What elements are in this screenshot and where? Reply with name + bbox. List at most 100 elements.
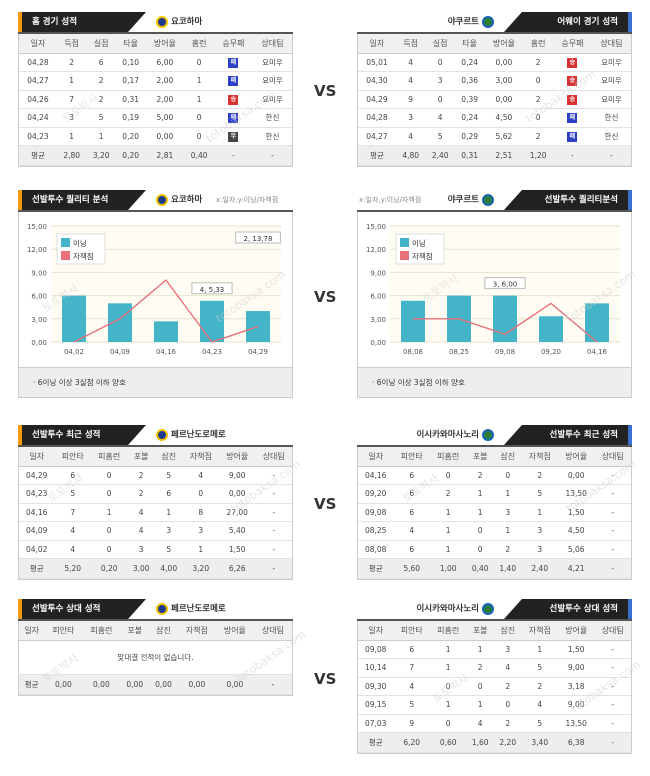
column-header: 피홈런 <box>90 447 128 467</box>
table-cell: 4 <box>127 503 155 522</box>
average-cell: 0,00 <box>177 674 216 695</box>
table-cell: 1 <box>56 127 87 146</box>
panel-title: 선발투수 퀄리티 분석 <box>18 190 146 210</box>
table-cell: 1 <box>466 503 494 522</box>
y-tick-label: 9,00 <box>370 269 386 277</box>
legend-label: 이닝 <box>73 238 87 248</box>
column-header: 승무패 <box>552 34 592 54</box>
x-tick-label: 09,20 <box>541 348 561 356</box>
x-tick-label: 04,16 <box>156 348 177 356</box>
legend-swatch <box>400 238 409 247</box>
result-badge-icon: 무 <box>228 131 239 142</box>
column-header: 일자 <box>358 621 394 641</box>
column-header: 피홈런 <box>82 621 121 641</box>
table-cell: - <box>594 658 631 678</box>
table-row: 09,15 5 1 1 0 4 9,00- <box>358 695 631 715</box>
average-cell: 0,60 <box>429 732 467 753</box>
quality-chart: 0,00 3,00 6,00 9,00 12,00 15,00 08,08 08,25 09,0… <box>366 223 620 356</box>
table-row: 09,30 4 0 0 2 2 3,18- <box>358 677 631 696</box>
average-cell: 5,60 <box>393 558 430 579</box>
axis-legend-label: x:일자,y:이닝/자책점 <box>216 196 279 204</box>
table-cell: 07,03 <box>358 714 394 733</box>
pitcher-name: 페르난도로메로 <box>171 430 226 440</box>
table-cell: 4,50 <box>558 521 595 541</box>
average-cell: 0,20 <box>90 558 128 579</box>
y-tick-label: 12,00 <box>366 246 386 254</box>
x-tick-label: 04,09 <box>110 348 130 356</box>
table-cell: 4 <box>393 677 430 696</box>
table-cell: 2 <box>523 90 553 109</box>
panel-title: 선발투수 퀄리티분석 <box>504 190 632 210</box>
table-cell: 0 <box>425 90 455 109</box>
table-cell: - <box>255 466 292 485</box>
result-badge-icon: 패 <box>228 76 239 87</box>
average-cell: 평균 <box>19 558 55 579</box>
table-row: 07,03 9 0 4 2 5 13,50- <box>358 714 631 733</box>
table-cell: 0 <box>184 53 214 72</box>
table-cell: 1 <box>90 503 128 522</box>
table-row: 10,14 7 1 2 4 5 9,00- <box>358 658 631 678</box>
table-cell: 2 <box>56 53 87 72</box>
average-cell: 4,00 <box>154 558 183 579</box>
bar <box>200 300 224 342</box>
table-cell: 0,00 <box>484 53 524 72</box>
table-cell: 1 <box>429 540 467 559</box>
table-cell: 0 <box>90 466 128 485</box>
data-label: 4, 5,33 <box>200 286 225 294</box>
divider <box>18 619 293 621</box>
table-header-row: 일자 득점 실점 타율 방어율 홈런 승무패 상대팀 <box>19 34 292 54</box>
table-row: 04,28 2 6 0,10 6,00 0 패 요미우 <box>19 53 292 72</box>
table-cell: 3,00 <box>484 71 524 91</box>
table-cell: 0,17 <box>115 71 146 91</box>
table-cell: 5,06 <box>558 540 595 559</box>
column-header: 타율 <box>454 34 485 54</box>
average-cell: 3,20 <box>86 145 116 166</box>
table-cell: 2 <box>86 71 116 91</box>
pitcher-recent-table: 일자 피안타 피홈런 포볼 삼진 자책점 방어율 상대팀 04,16 6 0 2 0 2 0,00-09,2… <box>358 447 631 579</box>
table-cell: 0,31 <box>115 90 146 109</box>
table-row: 04,26 7 2 0,31 2,00 1 승 요미우 <box>19 90 292 109</box>
table-cell: 1 <box>56 71 87 91</box>
result-cell: 승 <box>552 71 592 91</box>
series-line <box>413 302 598 343</box>
column-header: 방어율 <box>484 34 524 54</box>
quality-chart: 0,00 3,00 6,00 9,00 12,00 15,00 04,02 04,09 04,1… <box>27 223 281 356</box>
table-cell: 3 <box>493 640 522 659</box>
table-cell: 3 <box>425 71 455 91</box>
average-cell: 6,38 <box>558 732 595 753</box>
away-record-table: 일자 득점 실점 타율 방어율 홈런 승무패 상대팀 05,01 4 0 0,24 0,00 2 승 요미우 0… <box>358 34 631 166</box>
table-cell: 3 <box>521 521 558 541</box>
divider <box>18 32 293 34</box>
average-cell: 0,31 <box>454 145 485 166</box>
table-cell: 4,50 <box>484 108 524 128</box>
table-row: 04,28 3 4 0,24 4,50 0 패 한신 <box>358 108 631 128</box>
column-header: 방어율 <box>145 34 185 54</box>
yokohama-logo-icon <box>156 429 168 441</box>
bar <box>246 311 270 342</box>
result-cell: 패 <box>552 108 592 128</box>
table-cell: 9,00 <box>558 658 595 678</box>
table-cell: 2 <box>521 466 558 485</box>
result-cell: 승 <box>552 53 592 72</box>
table-cell: 1 <box>466 695 494 715</box>
pitcher-recent-table: 일자 피안타 피홈런 포볼 삼진 자책점 방어율 상대팀 04,29 6 0 2 5 4 9,00-04,2… <box>19 447 292 579</box>
table-cell: 0 <box>429 714 467 733</box>
empty-row: 맞대결 전적이 없습니다. <box>19 640 292 675</box>
column-header: 피안타 <box>393 621 430 641</box>
yakult-logo-icon <box>482 16 494 28</box>
bar <box>493 295 517 342</box>
table-cell: 4 <box>54 540 91 559</box>
table-cell: 0 <box>90 521 128 541</box>
yokohama-logo-icon <box>156 194 168 206</box>
away-record-panel: 어웨이 경기 성적 야쿠르트 일자 득점 실점 타율 방어율 홈런 승무패 상대팀 05,01 4… <box>357 12 632 167</box>
table-cell: 1 <box>184 90 214 109</box>
average-cell: 5,20 <box>54 558 91 579</box>
table-cell: - <box>594 466 631 485</box>
column-header: 방어율 <box>558 621 595 641</box>
annotation-box <box>191 282 233 295</box>
average-cell: 평균 <box>19 145 57 166</box>
column-header: 상대팀 <box>255 447 292 467</box>
table-cell: - <box>594 714 631 733</box>
team-label: 요코하마 <box>156 190 202 210</box>
bar <box>154 321 178 342</box>
